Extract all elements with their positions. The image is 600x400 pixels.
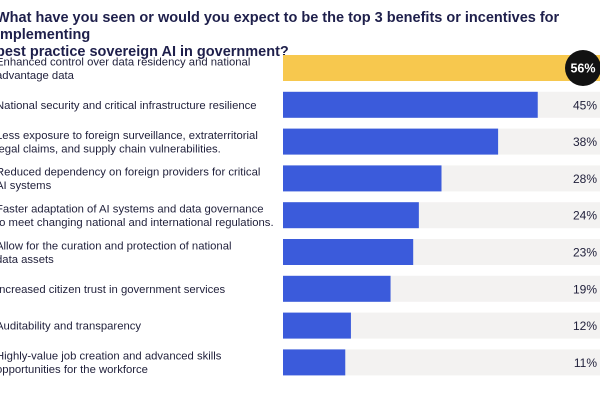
bar [283,128,499,155]
value-label: 38% [573,135,597,149]
value-label: 11% [574,356,597,370]
bar [283,91,538,118]
value-label: 24% [573,209,597,223]
category-label: Allow for the curation and protection of… [0,240,232,266]
value-label: 12% [573,319,597,333]
highlight-badge [565,50,600,86]
category-label: National security and critical infrastru… [0,100,257,112]
value-label: 56% [570,62,595,76]
bar [283,55,600,81]
bar [283,239,414,265]
bar [283,275,391,302]
value-label: 45% [573,98,597,112]
bar [283,312,351,339]
bar [283,165,442,192]
category-label: Increased citizen trust in government se… [0,284,226,296]
value-label: 19% [573,282,597,296]
bar [283,202,419,229]
value-label: 28% [573,172,597,186]
category-label: Auditability and transparency [0,321,141,333]
category-label: Enhanced control over data residency and… [0,56,250,82]
category-label: Faster adaptation of AI systems and data… [0,203,274,229]
chart-title: What have you seen or would you expect t… [0,10,560,60]
bar [283,349,346,376]
category-label: Less exposure to foreign surveillance, e… [0,130,258,156]
value-label: 23% [573,246,597,260]
category-label: Highly-value job creation and advanced s… [0,351,222,377]
category-label: Reduced dependency on foreign providers … [0,167,260,193]
